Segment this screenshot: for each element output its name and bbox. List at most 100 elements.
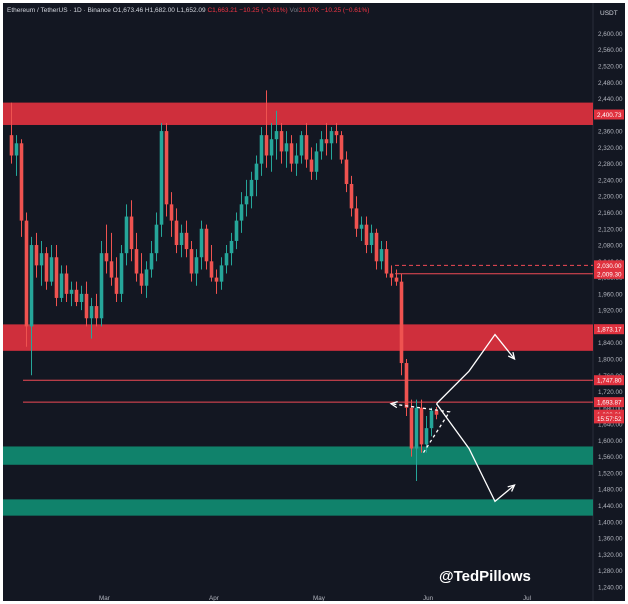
bearish-scenario-arrow-head: [507, 484, 516, 492]
price-tag: [594, 375, 624, 386]
symbol-label[interactable]: Ethereum / TetherUS · 1D · Binance: [7, 7, 111, 14]
x-tick-label: Jun: [423, 595, 434, 601]
candle-body: [394, 277, 399, 282]
high-value: H1,682.00: [144, 7, 175, 14]
price-tag: [594, 413, 624, 424]
candle-body: [109, 261, 114, 278]
candle-body: [24, 220, 29, 327]
candle-body: [174, 220, 179, 246]
price-tag-label: 1,747.80: [597, 378, 622, 385]
y-tick-label: 1,720.00: [598, 389, 623, 396]
close-value: C1,663.21: [207, 7, 238, 14]
x-tick-label: Jul: [523, 595, 531, 601]
candle-body: [184, 232, 189, 250]
candle-body: [114, 277, 119, 294]
candle-body: [194, 257, 199, 274]
y-tick-label: 2,280.00: [598, 161, 623, 168]
price-tag-label: 2,400.73: [597, 112, 622, 119]
candle-body: [144, 269, 149, 286]
candle-body: [419, 407, 424, 445]
candle-body: [259, 135, 264, 164]
price-tag: [594, 268, 624, 279]
price-tag-label: 1,873.17: [597, 327, 622, 334]
y-tick-label: 2,480.00: [598, 80, 623, 87]
candle-body: [19, 143, 24, 221]
candle-body: [119, 253, 124, 294]
candle-body: [309, 159, 314, 172]
y-tick-label: 2,080.00: [598, 243, 623, 250]
price-tag: [594, 260, 624, 271]
candle-body: [284, 143, 289, 152]
candle-body: [369, 232, 374, 246]
y-tick-label: 1,520.00: [598, 470, 623, 477]
candle-body: [334, 131, 339, 136]
y-tick-label: 1,360.00: [598, 536, 623, 543]
candle-body: [269, 139, 274, 156]
candle-body: [304, 135, 309, 160]
candle-body: [104, 253, 109, 262]
candle-body: [159, 131, 164, 225]
price-tag: [594, 109, 624, 120]
candle-body: [434, 410, 439, 415]
price-chart-svg[interactable]: 2,600.00 2,560.00 2,520.00 2,480.00 2,440.00…: [3, 3, 625, 601]
candle-body: [84, 293, 89, 319]
low-value: L1,652.09: [176, 7, 206, 14]
candle-body: [34, 245, 39, 266]
candle-body: [134, 249, 139, 274]
y-tick-label: 2,320.00: [598, 145, 623, 152]
price-tag-label: 2,009.30: [597, 271, 622, 278]
price-tag-label: 15:57:52: [597, 416, 622, 423]
candle-body: [404, 363, 409, 408]
candle-body: [44, 253, 49, 282]
candle-body: [154, 224, 159, 254]
candle-body: [179, 232, 184, 246]
resistance-zone: [3, 324, 593, 351]
bullish-scenario-arrow: [436, 333, 516, 405]
candle-body: [234, 220, 239, 241]
candle-body: [214, 277, 219, 282]
candle-body: [59, 273, 64, 298]
change-value: −10.25 (−0.61%): [239, 7, 288, 14]
candle-body: [314, 151, 319, 172]
resistance-zone: [3, 102, 593, 125]
candle-body: [69, 289, 74, 294]
y-tick-label: 2,360.00: [598, 129, 623, 136]
y-tick-label: 1,480.00: [598, 487, 623, 494]
candle-body: [264, 135, 269, 156]
currency-label: USDT: [600, 10, 618, 17]
candle-body: [329, 131, 334, 144]
volume-label: Vol: [289, 7, 299, 14]
price-tag: [594, 397, 624, 408]
y-tick-label: 2,520.00: [598, 63, 623, 70]
candle-body: [129, 216, 134, 250]
candle-body: [204, 228, 209, 262]
candle-body: [244, 196, 249, 205]
x-tick-label: Mar: [99, 595, 110, 601]
candle-body: [99, 253, 104, 319]
y-tick-label: 1,560.00: [598, 454, 623, 461]
x-tick-label: Apr: [209, 595, 219, 601]
y-tick-label: 1,960.00: [598, 291, 623, 298]
y-tick-label: 1,240.00: [598, 584, 623, 591]
triangle-pattern-dashed-head: [389, 400, 398, 409]
price-tag-label: 2,030.00: [597, 263, 622, 270]
candle-body: [424, 428, 429, 445]
candle-body: [229, 240, 234, 254]
candle-body: [249, 179, 254, 197]
y-tick-label: 1,600.00: [598, 438, 623, 445]
candle-body: [149, 253, 154, 270]
y-tick-label: 2,160.00: [598, 210, 623, 217]
y-tick-label: 1,920.00: [598, 308, 623, 315]
price-axis-panel: [593, 3, 625, 601]
y-tick-label: 1,440.00: [598, 503, 623, 510]
candle-body: [354, 208, 359, 229]
candle-body: [409, 407, 414, 449]
candle-body: [189, 249, 194, 274]
candle-body: [359, 224, 364, 229]
candle-body: [374, 232, 379, 262]
y-tick-label: 2,600.00: [598, 31, 623, 38]
volume-value: 31.07K: [298, 7, 320, 14]
candle-body: [14, 143, 19, 156]
candle-body: [139, 273, 144, 286]
trading-chart[interactable]: 2,600.00 2,560.00 2,520.00 2,480.00 2,440.00…: [3, 3, 625, 601]
